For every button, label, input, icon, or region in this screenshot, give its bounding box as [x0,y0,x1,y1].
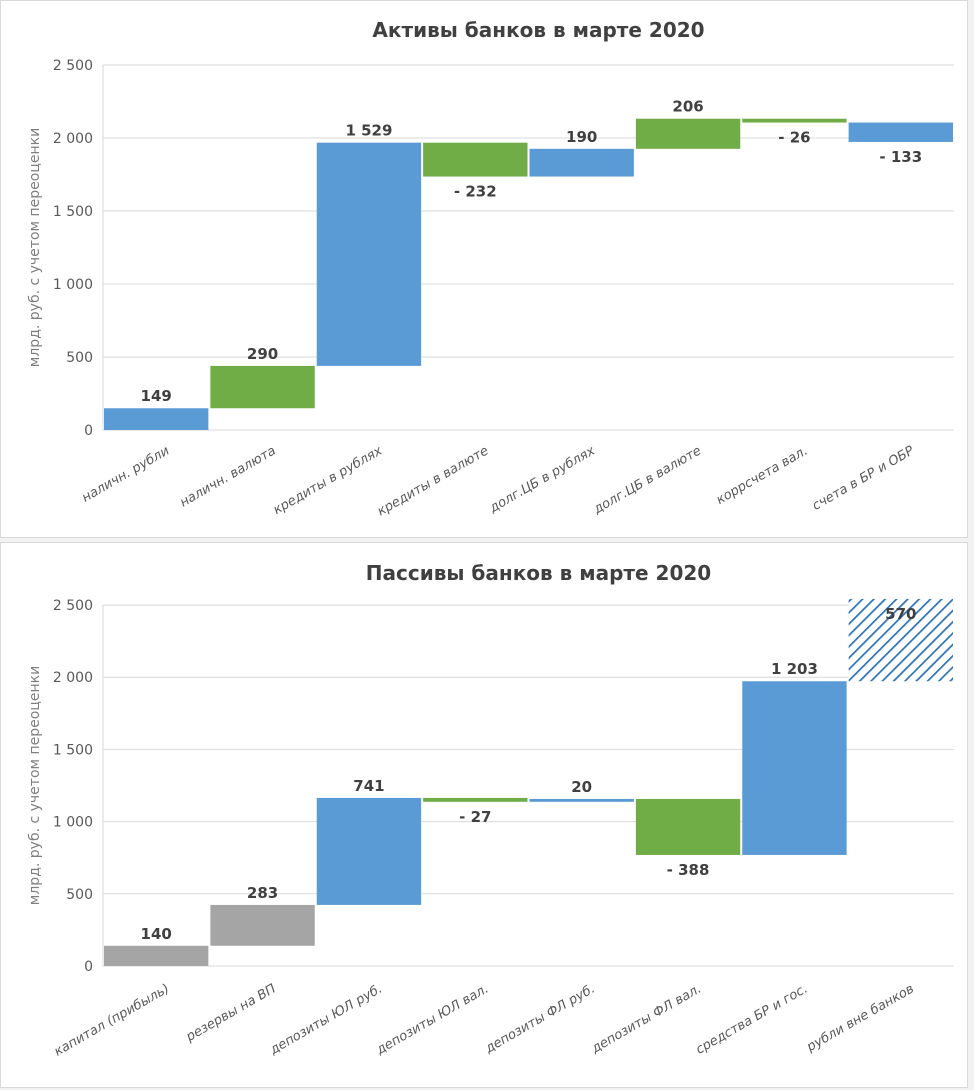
waterfall-bar [529,148,634,177]
data-label: 1 529 [345,122,392,140]
category-label: депозиты ЮЛ руб. [267,981,385,1058]
y-tick-label: 1 000 [53,277,93,293]
category-label: средства БР и гос. [693,981,810,1057]
waterfall-bar [848,598,953,682]
category-label: долг.ЦБ в рублях [486,443,598,516]
y-tick-label: 0 [84,959,93,975]
category-label: долг.ЦБ в валюте [590,443,704,517]
data-label: 206 [672,98,703,116]
data-label: 149 [141,387,172,405]
waterfall-bar [104,408,209,430]
y-tick-label: 1 000 [53,815,93,831]
y-tick-label: 0 [84,423,93,439]
waterfall-bar [742,681,847,855]
chart-title: Пассивы банков в марте 2020 [366,561,711,585]
category-label: коррсчета вал. [714,443,811,507]
data-label: 20 [571,778,592,796]
y-tick-label: 2 500 [53,598,93,614]
waterfall-bar [316,797,422,905]
waterfall-bar [210,904,315,946]
category-label: кредиты в рублях [271,443,385,518]
y-tick-label: 500 [66,887,93,903]
category-label: депозиты ФЛ вал. [588,981,704,1056]
category-label: наличн. рубли [79,443,172,505]
waterfall-bar [316,142,422,366]
category-label: резервы на ВП [183,981,279,1045]
category-label: наличн. валюта [177,443,278,510]
y-tick-label: 2 000 [53,131,93,147]
y-axis-label: млрд. руб. с учетом переоценки [27,128,43,367]
waterfall-bar [635,798,741,855]
data-label: 140 [141,925,172,943]
data-label: - 26 [778,129,810,147]
data-label: - 388 [667,861,710,879]
data-label: 283 [247,884,278,902]
y-tick-label: 1 500 [53,204,93,220]
data-label: 190 [566,128,597,146]
waterfall-bar [742,118,847,123]
liabilities-chart-panel: Пассивы банков в марте 2020 0 500 1 000 1 50… [0,542,968,1088]
liabilities-waterfall-chart: Пассивы банков в марте 2020 0 500 1 000 1 50… [27,561,954,1060]
assets-waterfall-chart: Активы банков в марте 2020 0 500 1 000 1 500… [27,18,954,519]
waterfall-bar [529,798,634,802]
data-label: - 232 [454,183,497,201]
waterfall-bar [104,945,209,966]
waterfall-bar [210,365,315,409]
data-label: - 27 [459,808,491,826]
category-label: депозиты ФЛ руб. [482,981,598,1056]
category-label: капитал (прибыль) [52,981,172,1059]
category-label: рубли вне банков [804,981,917,1055]
assets-chart-panel: Активы банков в марте 2020 0 500 1 000 1 500… [0,0,968,538]
y-tick-label: 2 000 [53,670,93,686]
waterfall-bar [423,142,528,177]
data-label: 1 203 [771,660,818,678]
data-label: 290 [247,345,278,363]
data-label: 741 [353,777,384,795]
y-tick-label: 1 500 [53,742,93,758]
data-label: - 133 [879,148,922,166]
category-label: депозиты ЮЛ вал. [373,981,491,1058]
waterfall-bar [635,118,741,149]
category-label: счета в БР и ОБР [810,443,917,513]
y-tick-label: 2 500 [53,58,93,74]
y-axis-label: млрд. руб. с учетом переоценки [27,666,43,905]
data-label: 570 [885,605,916,623]
waterfall-bar [848,122,953,142]
y-tick-label: 500 [66,350,93,366]
waterfall-bar [423,797,528,802]
category-label: кредиты в валюте [375,443,491,519]
chart-title: Активы банков в марте 2020 [372,18,704,42]
